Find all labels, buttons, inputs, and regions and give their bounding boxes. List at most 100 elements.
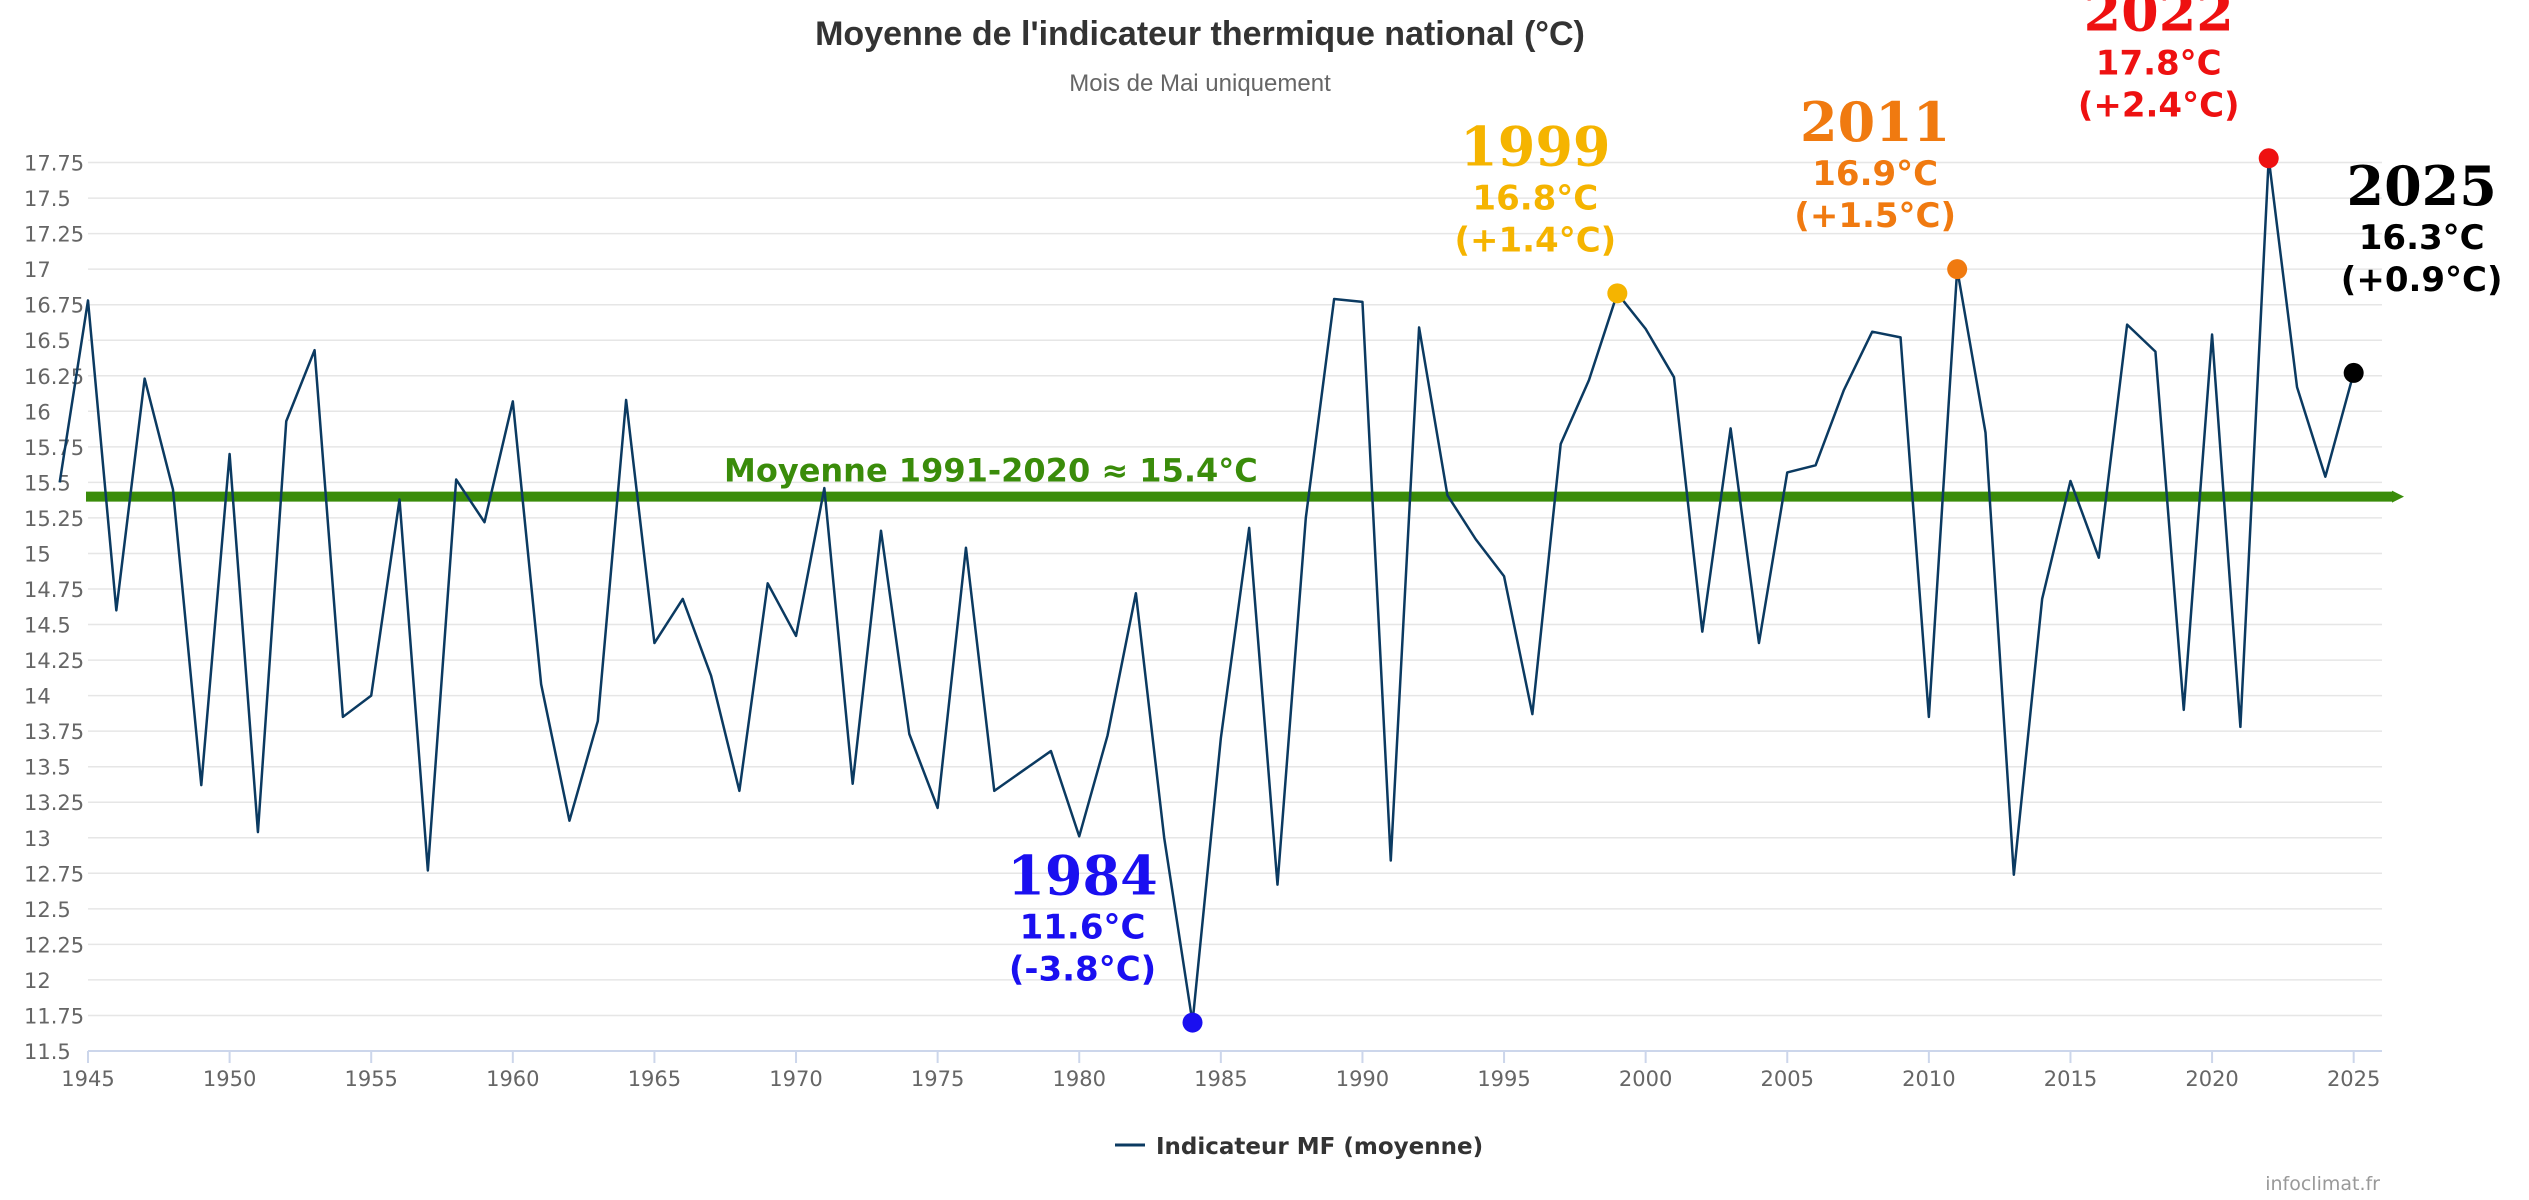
data-point[interactable]: [1356, 296, 1368, 308]
y-tick-label: 13.5: [24, 756, 71, 780]
data-point[interactable]: [1781, 466, 1793, 478]
data-point[interactable]: [733, 785, 745, 797]
x-tick-label: 1980: [1053, 1067, 1106, 1091]
data-point[interactable]: [1385, 855, 1397, 867]
data-point[interactable]: [1470, 533, 1482, 545]
data-point[interactable]: [394, 493, 406, 505]
data-point[interactable]: [1696, 626, 1708, 638]
legend-label[interactable]: Indicateur MF (moyenne): [1156, 1134, 1483, 1160]
data-point[interactable]: [309, 344, 321, 356]
data-point[interactable]: [1441, 489, 1453, 501]
data-point[interactable]: [2234, 721, 2246, 733]
data-point[interactable]: [620, 394, 632, 406]
highlight-marker-1999[interactable]: [1607, 283, 1628, 304]
data-point[interactable]: [252, 826, 264, 838]
data-point[interactable]: [960, 542, 972, 554]
x-tick-label: 2015: [2044, 1067, 2097, 1091]
data-point[interactable]: [167, 483, 179, 495]
data-point[interactable]: [847, 778, 859, 790]
data-point[interactable]: [1413, 321, 1425, 333]
data-point[interactable]: [875, 525, 887, 537]
data-point[interactable]: [1271, 879, 1283, 891]
data-point[interactable]: [365, 690, 377, 702]
data-point[interactable]: [1753, 637, 1765, 649]
data-point[interactable]: [1895, 331, 1907, 343]
data-point[interactable]: [280, 415, 292, 427]
data-point[interactable]: [1102, 729, 1114, 741]
data-point[interactable]: [818, 482, 830, 494]
data-point[interactable]: [1215, 732, 1227, 744]
data-point[interactable]: [2036, 593, 2048, 605]
data-point[interactable]: [1838, 384, 1850, 396]
grid: [88, 161, 2382, 1052]
y-tick-label: 17.5: [24, 187, 71, 211]
data-point[interactable]: [337, 711, 349, 723]
data-point[interactable]: [224, 448, 236, 460]
data-point[interactable]: [592, 715, 604, 727]
data-point[interactable]: [478, 516, 490, 528]
data-point[interactable]: [1243, 522, 1255, 534]
data-point[interactable]: [648, 637, 660, 649]
data-point[interactable]: [1980, 427, 1992, 439]
data-point[interactable]: [932, 802, 944, 814]
data-point[interactable]: [1555, 438, 1567, 450]
data-point[interactable]: [1810, 459, 1822, 471]
data-point[interactable]: [2149, 346, 2161, 358]
data-point[interactable]: [54, 476, 66, 488]
data-point[interactable]: [2121, 319, 2133, 331]
data-point[interactable]: [903, 728, 915, 740]
data-point[interactable]: [1866, 326, 1878, 338]
data-point[interactable]: [1526, 708, 1538, 720]
data-point[interactable]: [1640, 323, 1652, 335]
data-point[interactable]: [1328, 293, 1340, 305]
data-point[interactable]: [2008, 869, 2020, 881]
highlight-marker-2011[interactable]: [1947, 259, 1968, 280]
data-point[interactable]: [1017, 765, 1029, 777]
data-point[interactable]: [1583, 374, 1595, 386]
highlight-marker-1984[interactable]: [1182, 1012, 1203, 1033]
data-point[interactable]: [1045, 745, 1057, 757]
data-point[interactable]: [507, 395, 519, 407]
y-tick-label: 14.25: [24, 649, 84, 673]
data-point[interactable]: [110, 604, 122, 616]
data-point[interactable]: [1300, 512, 1312, 524]
data-point[interactable]: [450, 474, 462, 486]
data-point[interactable]: [1158, 832, 1170, 844]
data-point[interactable]: [2319, 471, 2331, 483]
data-point[interactable]: [535, 678, 547, 690]
data-point[interactable]: [2093, 552, 2105, 564]
data-point[interactable]: [1073, 830, 1085, 842]
highlight-marker-2022[interactable]: [2258, 148, 2279, 169]
data-point[interactable]: [677, 593, 689, 605]
highlight-marker-2025[interactable]: [2343, 362, 2364, 383]
data-point[interactable]: [705, 670, 717, 682]
data-point[interactable]: [762, 577, 774, 589]
data-point[interactable]: [82, 294, 94, 306]
legend[interactable]: Indicateur MF (moyenne): [1115, 1134, 1483, 1160]
data-point[interactable]: [1668, 371, 1680, 383]
data-point[interactable]: [563, 815, 575, 827]
data-point[interactable]: [2291, 381, 2303, 393]
data-point[interactable]: [1130, 587, 1142, 599]
y-tick-label: 12.25: [24, 933, 84, 957]
y-tick-label: 11.75: [24, 1004, 84, 1028]
data-point[interactable]: [988, 785, 1000, 797]
data-point[interactable]: [139, 373, 151, 385]
data-point[interactable]: [2178, 704, 2190, 716]
data-point[interactable]: [1725, 422, 1737, 434]
credits[interactable]: infoclimat.fr: [2265, 1173, 2380, 1195]
data-point[interactable]: [422, 864, 434, 876]
x-tick-label: 1950: [203, 1067, 256, 1091]
data-point[interactable]: [2206, 329, 2218, 341]
y-tick-label: 12.75: [24, 862, 84, 886]
annotation-anomaly: (+1.4°C): [1454, 220, 1616, 260]
data-point[interactable]: [1498, 570, 1510, 582]
y-tick-label: 17.75: [24, 152, 84, 176]
data-point[interactable]: [195, 779, 207, 791]
data-point[interactable]: [790, 630, 802, 642]
data-point[interactable]: [2064, 475, 2076, 487]
series-line[interactable]: [58, 157, 2355, 1024]
y-axis: 11.5 11.75 12 12.25 12.5 12.75 13 13.25 13.5 13.7…: [24, 152, 84, 1064]
data-point[interactable]: [1923, 711, 1935, 723]
